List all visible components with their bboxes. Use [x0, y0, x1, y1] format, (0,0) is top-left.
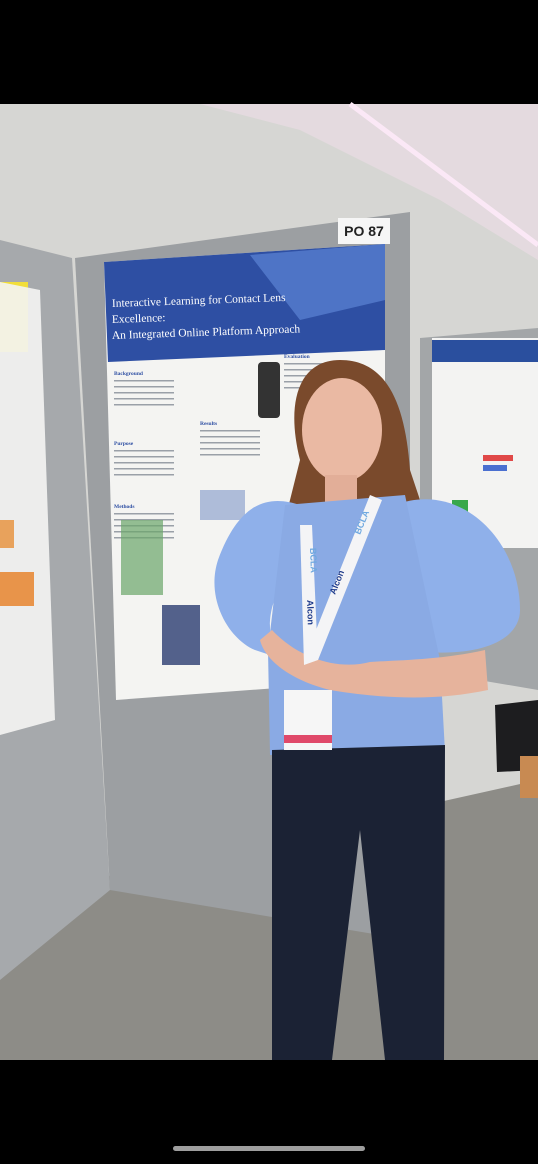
poster-number: PO 87	[344, 223, 384, 239]
poster-text-line	[114, 456, 174, 458]
poster-header-accent	[250, 244, 385, 320]
poster-figure	[162, 605, 200, 665]
poster-text-line	[114, 462, 174, 464]
poster-text-line	[200, 448, 260, 450]
poster-number-tag	[338, 218, 390, 244]
poster-text-line	[114, 519, 174, 521]
ceiling-light	[348, 102, 538, 247]
ceiling	[200, 104, 538, 260]
lanyard	[300, 525, 318, 665]
poster-text-line	[200, 436, 260, 438]
left-sleeve	[214, 500, 300, 660]
poster-section-heading: Methods	[114, 504, 134, 510]
lanyard-text: Alcon	[305, 600, 316, 625]
right-poster-bar	[483, 465, 507, 471]
home-indicator[interactable]	[173, 1146, 365, 1151]
poster-text-line	[114, 513, 174, 515]
right-poster-bar	[483, 455, 513, 461]
poster-section-heading: Results	[200, 421, 217, 427]
poster-text-line	[114, 398, 174, 400]
poster-text-line	[114, 392, 174, 394]
left-poster	[0, 282, 55, 735]
poster-section-heading: Background	[114, 371, 143, 377]
poster-phone	[258, 362, 280, 418]
badge-stripe	[284, 735, 332, 743]
arms	[260, 630, 488, 698]
bag	[495, 700, 538, 772]
lanyard	[306, 495, 382, 660]
trousers	[272, 745, 445, 1060]
left-poster-box	[0, 572, 34, 606]
poster-figure	[121, 520, 163, 595]
poster-text-line	[284, 363, 344, 365]
poster-text-line	[114, 474, 174, 476]
photo: PO 87 Interactive Learning for Contact L…	[0, 102, 538, 1060]
poster-text-line	[200, 454, 260, 456]
face	[302, 378, 382, 482]
poster-text-line	[114, 380, 174, 382]
lanyard-text: BCLA	[308, 548, 319, 574]
poster-text-line	[200, 442, 260, 444]
poster-text-line	[200, 430, 260, 432]
poster-title-line: Excellence:	[112, 312, 166, 326]
right-poster-header	[432, 340, 538, 362]
poster-text-line	[114, 404, 174, 406]
poster-section-heading: Evaluation	[284, 354, 310, 360]
poster-chart	[200, 490, 245, 520]
poster-text-line	[114, 468, 174, 470]
poster-text-line	[114, 386, 174, 388]
poster-section-heading: Purpose	[114, 441, 134, 447]
poster-text-line	[114, 450, 174, 452]
bag-item	[520, 756, 538, 798]
left-poster-box	[0, 520, 14, 548]
